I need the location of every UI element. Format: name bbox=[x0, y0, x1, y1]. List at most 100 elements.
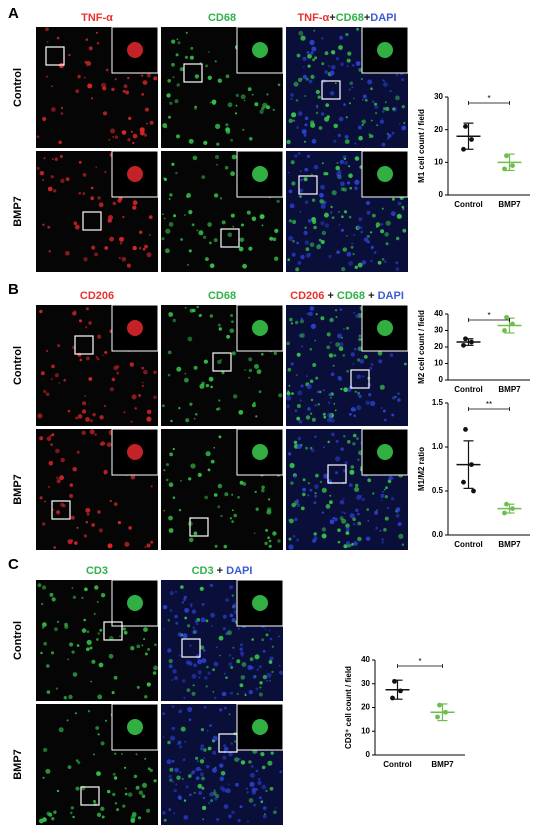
cell-signal bbox=[141, 384, 144, 387]
cell-signal bbox=[328, 65, 330, 67]
cell-signal bbox=[261, 765, 266, 770]
cell-signal bbox=[132, 200, 138, 206]
cell-signal bbox=[205, 685, 208, 688]
cell-signal bbox=[388, 475, 393, 481]
cell-signal bbox=[211, 624, 213, 627]
cell-signal bbox=[304, 123, 308, 127]
cell-signal bbox=[119, 242, 123, 245]
cell-signal bbox=[354, 487, 360, 492]
cell-signal bbox=[107, 218, 112, 223]
cell-signal bbox=[309, 488, 313, 492]
cell-signal bbox=[369, 366, 373, 370]
cell-signal bbox=[171, 39, 176, 44]
cell-signal bbox=[304, 95, 306, 97]
cell-signal bbox=[348, 165, 351, 168]
cell-signal bbox=[119, 635, 121, 638]
cell-signal bbox=[365, 200, 371, 206]
cell-signal bbox=[335, 57, 340, 61]
cell-signal bbox=[361, 375, 365, 378]
data-point bbox=[443, 709, 448, 715]
cell-signal bbox=[85, 38, 89, 41]
cell-signal bbox=[346, 58, 351, 63]
cell-signal bbox=[317, 403, 320, 406]
cell-signal bbox=[348, 173, 353, 178]
cell-signal bbox=[188, 249, 192, 253]
data-point bbox=[502, 166, 507, 172]
cell-signal bbox=[346, 65, 349, 68]
cell-signal bbox=[266, 509, 272, 515]
cell-signal bbox=[90, 196, 94, 200]
cell-signal bbox=[186, 263, 189, 266]
cell-signal bbox=[237, 818, 241, 823]
cell-signal bbox=[219, 197, 222, 200]
cell-signal bbox=[240, 651, 245, 656]
cell-signal bbox=[177, 740, 182, 745]
cell-signal bbox=[207, 746, 212, 751]
cell-signal bbox=[139, 127, 145, 133]
cell-signal bbox=[262, 814, 267, 819]
cell-signal bbox=[329, 519, 335, 525]
cell-signal bbox=[69, 483, 74, 487]
cell-signal bbox=[361, 123, 364, 126]
cell-signal bbox=[313, 164, 319, 170]
cell-signal bbox=[216, 142, 220, 146]
cell-signal bbox=[60, 106, 64, 110]
cell-signal bbox=[380, 407, 383, 409]
cell-signal bbox=[357, 262, 363, 268]
cell-signal bbox=[39, 436, 44, 441]
cell-signal bbox=[277, 83, 281, 87]
cell-signal bbox=[179, 771, 182, 774]
cell-signal bbox=[76, 644, 80, 647]
cell-signal bbox=[343, 328, 345, 330]
cell-signal bbox=[93, 800, 96, 803]
cell-signal bbox=[130, 130, 133, 133]
cell-signal bbox=[208, 51, 210, 53]
cell-signal bbox=[195, 413, 198, 416]
cell-signal bbox=[378, 359, 383, 364]
cell-signal bbox=[208, 376, 214, 382]
cell-signal bbox=[149, 768, 153, 773]
cell-signal bbox=[321, 162, 324, 165]
cell-signal bbox=[73, 221, 78, 225]
cell-signal bbox=[182, 679, 186, 683]
cell-signal bbox=[210, 385, 213, 389]
cell-signal bbox=[189, 308, 194, 313]
cell-signal bbox=[357, 458, 360, 461]
cell-signal bbox=[305, 446, 309, 450]
cell-signal bbox=[363, 355, 368, 359]
cell-signal bbox=[310, 323, 316, 329]
row-label: Control bbox=[12, 346, 24, 385]
cell-signal bbox=[96, 600, 99, 603]
cell-signal bbox=[338, 346, 344, 352]
cell-signal bbox=[56, 479, 61, 484]
cell-signal bbox=[251, 790, 257, 795]
cell-signal bbox=[96, 334, 102, 339]
cell-signal bbox=[381, 142, 386, 147]
cell-signal bbox=[382, 110, 385, 113]
cell-signal bbox=[301, 129, 307, 135]
cell-signal bbox=[367, 79, 373, 85]
cell-signal bbox=[313, 225, 317, 230]
significance-label: * bbox=[487, 94, 490, 103]
cell-signal bbox=[46, 690, 51, 694]
cell-signal bbox=[261, 638, 265, 642]
cell-signal bbox=[360, 226, 363, 229]
cell-signal bbox=[308, 311, 313, 316]
data-point bbox=[392, 678, 397, 684]
cell-signal bbox=[403, 122, 406, 124]
y-tick-label: 1.0 bbox=[432, 442, 444, 451]
cell-signal bbox=[380, 229, 385, 234]
inset-cell bbox=[252, 719, 268, 735]
cell-signal bbox=[56, 476, 59, 480]
cell-signal bbox=[371, 100, 375, 104]
significance-label: * bbox=[487, 311, 490, 320]
cell-signal bbox=[333, 139, 337, 143]
cell-signal bbox=[239, 480, 244, 485]
cell-signal bbox=[106, 442, 112, 448]
cell-signal bbox=[272, 237, 277, 241]
header-part: CD3 bbox=[86, 565, 108, 577]
cell-signal bbox=[402, 207, 405, 211]
cell-signal bbox=[109, 236, 114, 242]
cell-signal bbox=[249, 781, 255, 787]
cell-signal bbox=[95, 31, 98, 34]
